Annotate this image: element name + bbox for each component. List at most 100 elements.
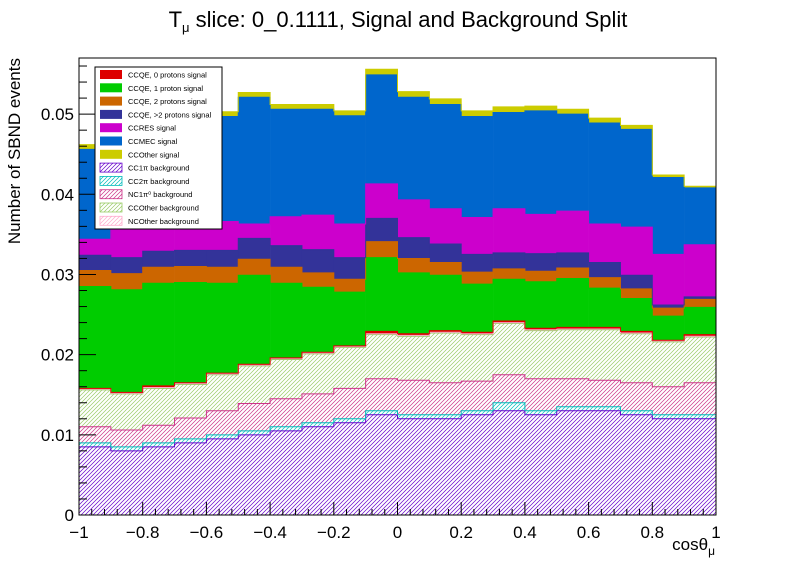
bar-cc2pi_bg-bin-9 <box>365 410 398 415</box>
x-tick-label: 0.6 <box>577 523 601 542</box>
bar-ccother_bg-bin-15 <box>556 329 589 379</box>
bar-ccmec-bin-10 <box>397 97 430 200</box>
bar-ccqe2p-bin-8 <box>333 279 366 293</box>
bar-ccmec-bin-7 <box>301 109 335 216</box>
bar-ccother-bin-6 <box>270 104 303 110</box>
bar-ccqe1p-bin-3 <box>174 282 207 383</box>
bar-cc1pi_bg-bin-17 <box>620 414 653 515</box>
legend-label: CCRES signal <box>128 124 176 133</box>
bar-cc1pi_bg-bin-12 <box>461 414 494 515</box>
legend-swatch <box>100 70 122 79</box>
bar-ccqe2p-bin-3 <box>174 266 207 283</box>
legend-entry-ccres: CCRES signal <box>100 123 176 133</box>
legend-label: NCOther background <box>128 217 199 226</box>
bar-ccres-bin-12 <box>461 217 494 255</box>
bar-ccqe0p-bin-15 <box>556 327 589 329</box>
bar-ccmec-bin-6 <box>270 109 303 217</box>
legend-label: CCQE, 1 proton signal <box>128 84 203 93</box>
bar-ccother-bin-9 <box>365 69 398 75</box>
bar-cc2pi_bg-bin-10 <box>397 414 430 419</box>
legend-swatch <box>99 162 123 173</box>
bar-cc1pi_bg-bin-0 <box>79 446 112 515</box>
bar-ccqe2p-bin-19 <box>684 299 717 308</box>
bar-ccqe1p-bin-2 <box>142 283 175 386</box>
y-tick-label: 0.05 <box>41 105 74 124</box>
bar-nc1pi0_bg-bin-14 <box>524 378 558 411</box>
legend-entry-ccmec: CCMEC signal <box>100 136 178 146</box>
bar-ccres-bin-7 <box>301 215 335 250</box>
bar-ccother_bg-bin-16 <box>588 329 621 381</box>
bar-ccqe2p-bin-10 <box>397 258 430 273</box>
legend-label: CCQE, 0 protons signal <box>128 71 207 80</box>
bar-ccres-bin-18 <box>652 254 685 305</box>
bar-nc1pi0_bg-bin-13 <box>493 374 526 403</box>
bar-ccother_bg-bin-0 <box>79 389 112 427</box>
bar-cc2pi_bg-bin-7 <box>301 422 335 427</box>
legend-entry-ccother_bg: CCOther background <box>99 202 199 213</box>
legend-swatch <box>100 149 122 159</box>
histogram-bars <box>79 69 717 515</box>
bar-ccres-bin-8 <box>333 223 366 258</box>
outline-ccqe1p <box>78 257 717 515</box>
bar-ccqe3p-bin-19 <box>684 296 717 300</box>
bar-cc2pi_bg-bin-8 <box>333 418 366 423</box>
bar-ccother_bg-bin-18 <box>652 341 685 387</box>
bar-ccqe1p-bin-11 <box>429 275 462 331</box>
bar-cc2pi_bg-bin-16 <box>588 406 621 411</box>
bar-nc1pi0_bg-bin-11 <box>429 382 462 415</box>
bar-ccother_bg-bin-2 <box>142 388 175 426</box>
legend-label: NC1π⁰ background <box>128 190 192 199</box>
x-tick-label: 0.4 <box>513 523 537 542</box>
x-tick-label: −0.4 <box>253 523 287 542</box>
bar-ccother-bin-16 <box>588 118 621 123</box>
bar-ccqe3p-bin-12 <box>461 254 494 273</box>
bar-ccother_bg-bin-19 <box>684 337 717 383</box>
bar-ccqe1p-bin-10 <box>397 272 430 334</box>
bar-nc1pi0_bg-bin-17 <box>620 382 653 411</box>
chart-legend: CCQE, 0 protons signal CCQE, 1 proton sig… <box>94 66 223 230</box>
bar-ccqe3p-bin-7 <box>301 249 335 273</box>
bar-ccres-bin-6 <box>270 216 303 246</box>
bar-ccqe1p-bin-5 <box>238 275 271 365</box>
bar-ccres-bin-14 <box>524 214 558 254</box>
bar-ccres-bin-16 <box>588 223 621 263</box>
bar-ccother_bg-bin-4 <box>206 374 239 411</box>
bar-cc1pi_bg-bin-7 <box>301 426 335 515</box>
x-axis-ticks: −1 −0.8 −0.6 −0.4 −0.2 0 0.2 0.4 0.6 0.8 1 <box>69 502 721 542</box>
bar-ccother-bin-11 <box>429 98 462 105</box>
bar-ccmec-bin-13 <box>493 112 526 209</box>
bar-nc1pi0_bg-bin-4 <box>206 410 239 435</box>
bar-ccqe3p-bin-18 <box>652 304 685 309</box>
bar-ccmec-bin-5 <box>238 97 271 224</box>
outline-ccqe3p <box>78 217 717 515</box>
y-tick-label: 0 <box>65 506 74 525</box>
bar-ccqe3p-bin-5 <box>238 238 271 260</box>
bar-nc1pi0_bg-bin-18 <box>652 386 685 415</box>
bar-cc1pi_bg-bin-2 <box>142 446 175 515</box>
bar-ccqe2p-bin-18 <box>652 308 685 317</box>
bar-cc1pi_bg-bin-13 <box>493 410 526 515</box>
bar-ccmec-bin-19 <box>684 187 717 245</box>
bar-nc1pi0_bg-bin-9 <box>365 378 398 411</box>
bar-ccqe1p-bin-4 <box>206 283 239 374</box>
bar-ccqe2p-bin-4 <box>206 267 239 284</box>
x-tick-label: −0.8 <box>126 523 160 542</box>
bar-ccqe2p-bin-13 <box>493 268 526 280</box>
bar-ccqe2p-bin-15 <box>556 268 589 279</box>
bar-cc1pi_bg-bin-15 <box>556 410 589 515</box>
bar-ccqe0p-bin-16 <box>588 327 621 329</box>
bar-ccqe2p-bin-9 <box>365 241 398 258</box>
legend-entry-ccqe1p: CCQE, 1 proton signal <box>100 83 203 93</box>
legend-entry-ccqe0p: CCQE, 0 protons signal <box>100 70 207 80</box>
x-tick-label: 1 <box>711 523 720 542</box>
bar-ccother-bin-13 <box>493 106 526 113</box>
bar-nc1pi0_bg-bin-8 <box>333 388 366 419</box>
bar-ccother_bg-bin-7 <box>301 353 335 394</box>
legend-entry-ncother_bg: NCOther background <box>99 215 199 226</box>
bar-ccother-bin-19 <box>684 186 717 188</box>
bar-ccqe3p-bin-16 <box>588 262 621 278</box>
legend-label: CCOther background <box>128 204 199 213</box>
bar-ccqe0p-bin-14 <box>524 328 558 330</box>
bar-cc1pi_bg-bin-19 <box>684 418 717 515</box>
